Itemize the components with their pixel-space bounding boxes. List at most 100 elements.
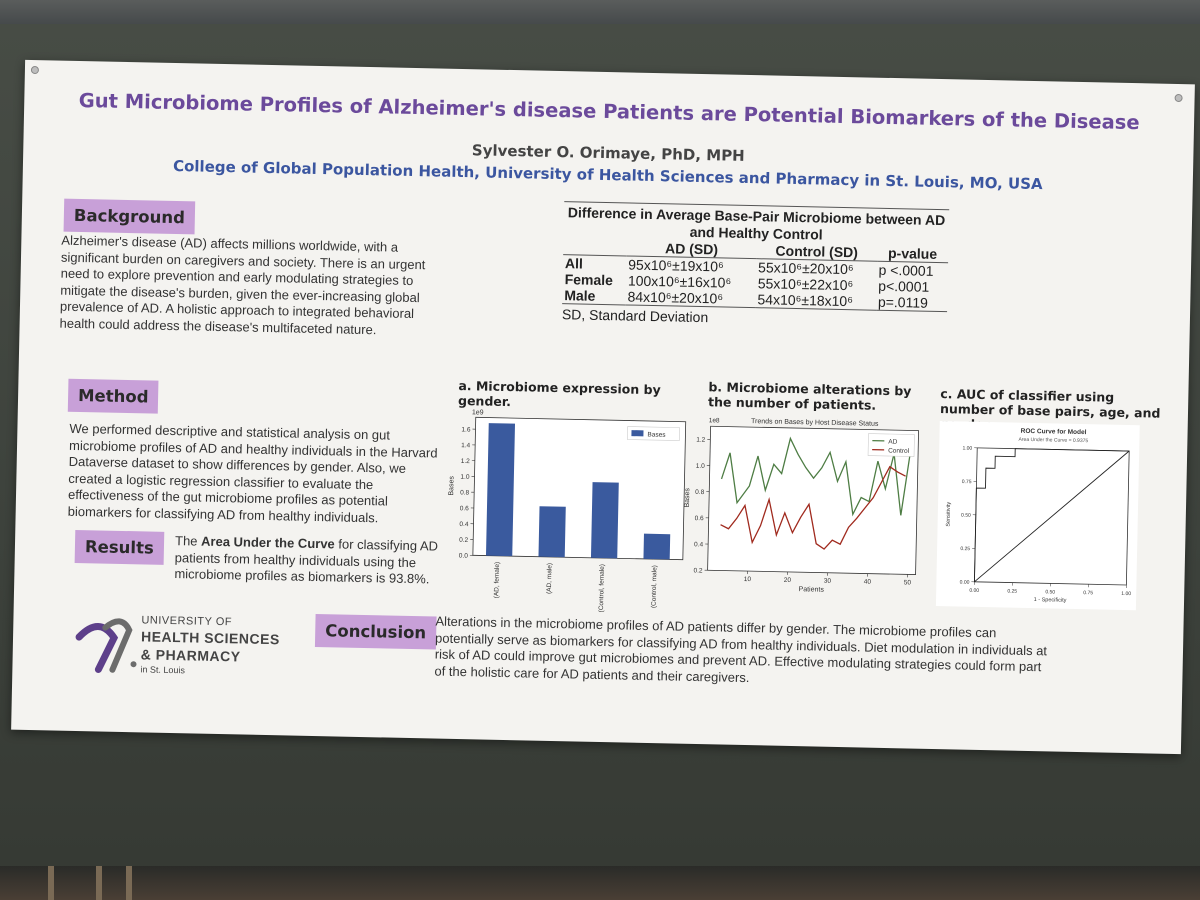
table-header-cell: Control (SD) (756, 242, 878, 262)
logo-text-line: HEALTH SCIENCES (140, 628, 280, 648)
caption-b: b. Microbiome alterations by the number … (707, 379, 912, 413)
x-tick-label: (AD, female) (493, 562, 501, 599)
y-tick-label: 1.0 (696, 463, 706, 470)
x-tick-label: (Control, female) (598, 564, 606, 613)
floor (0, 866, 1200, 900)
y-tick-label: 0.00 (960, 580, 970, 586)
x-axis-label: Patients (798, 586, 824, 594)
bar (485, 423, 516, 557)
table-header-cell (563, 238, 627, 256)
logo-text-line: in St. Louis (140, 664, 186, 676)
legend-box (867, 433, 915, 457)
bar (590, 482, 619, 559)
method-text: We performed descriptive and statistical… (67, 420, 438, 525)
method-header: Method (67, 378, 159, 414)
x-tick-label: 40 (864, 579, 872, 586)
legend-label: Control (888, 447, 910, 454)
p-value-cell: p=.0119 (875, 293, 948, 312)
scale-label: 1e8 (709, 417, 720, 424)
p-value-cell: p <.0001 (878, 261, 934, 279)
legend-label: Bases (647, 431, 666, 438)
series-line-chance (974, 450, 1130, 583)
y-tick-label: 0.2 (693, 567, 703, 574)
background-header: Background (63, 198, 196, 235)
chair-leg (126, 866, 132, 900)
y-tick-label: 0.75 (962, 479, 972, 485)
y-axis-label: Sensitivity (946, 502, 953, 527)
y-tick-label: 1.0 (460, 474, 470, 481)
stats-table-block: Difference in Average Base-Pair Microbio… (562, 201, 950, 330)
x-tick-label: 30 (824, 578, 832, 585)
ceiling (0, 0, 1200, 26)
y-tick-label: 0.25 (960, 546, 970, 552)
x-tick-label: 0.50 (1045, 589, 1055, 595)
plot-frame (472, 416, 687, 561)
scale-label: 1e9 (472, 409, 484, 416)
y-tick-label: 0.6 (460, 505, 470, 512)
results-text-bold: Area Under the Curve (200, 533, 335, 552)
y-tick-label: 1.2 (696, 437, 706, 444)
y-tick-label: 0.0 (459, 553, 469, 560)
bar-chart-gender: 1e9 0.0 0.2 0.4 0.6 0.8 1.0 1.2 1.4 1.6 Bases (AD, … (448, 409, 687, 613)
results-header: Results (74, 529, 165, 565)
x-tick-label: (Control, male) (651, 565, 659, 608)
legend-box (627, 426, 680, 441)
y-tick-label: 0.8 (460, 489, 470, 496)
row-label: Male (562, 287, 626, 305)
conclusion-header: Conclusion (314, 614, 437, 650)
y-axis-label: Bases (448, 476, 455, 496)
chart-title: Trends on Bases by Host Disease Status (751, 418, 879, 428)
series-line-control (720, 465, 906, 550)
series-line-ad (720, 436, 911, 517)
y-tick-label: 1.4 (461, 442, 471, 449)
y-tick-label: 0.2 (459, 537, 469, 544)
x-tick-label: 0.75 (1083, 590, 1093, 596)
row-label: All (564, 255, 584, 272)
university-logo-mark (75, 618, 137, 673)
x-tick-label: 0.25 (1007, 589, 1017, 595)
results-text: The Area Under the Curve for classifying… (174, 533, 455, 588)
y-tick-label: 1.6 (461, 426, 471, 433)
y-tick-label: 0.4 (694, 541, 704, 548)
push-pin-icon (30, 65, 40, 75)
poster-title: Gut Microbiome Profiles of Alzheimer's d… (78, 88, 1140, 135)
chair-leg (96, 866, 102, 900)
legend-swatch (631, 430, 644, 437)
background-text: Alzheimer's disease (AD) affects million… (59, 232, 426, 337)
y-tick-label: 0.6 (695, 515, 705, 522)
plot-frame (707, 425, 919, 575)
x-tick-label: (AD, male) (546, 563, 554, 594)
x-tick-label: 50 (904, 579, 912, 586)
chart-subtitle: Area Under the Curve = 0.9375 (1019, 437, 1089, 444)
x-tick-label: 20 (784, 577, 792, 584)
x-tick-label: 0.00 (969, 588, 979, 594)
y-tick-label: 0.4 (459, 521, 469, 528)
control-cell: 54x10⁶±18x10⁶ (755, 291, 877, 311)
push-pin-icon (1174, 93, 1183, 103)
bar (643, 533, 671, 560)
x-axis-label: 1 - Specificity (1034, 597, 1067, 604)
logo-text-line: UNIVERSITY OF (141, 614, 233, 629)
row-label: Female (564, 271, 614, 289)
results-text-before: The (174, 533, 202, 549)
p-value-cell: p<.0001 (878, 277, 930, 295)
y-tick-label: 1.00 (962, 446, 972, 452)
poster: Gut Microbiome Profiles of Alzheimer's d… (11, 59, 1195, 755)
logo-text-line: & PHARMACY (140, 646, 241, 665)
ad-cell: 84x10⁶±20x10⁶ (625, 288, 756, 308)
conclusion-text: Alterations in the microbiome profiles o… (434, 613, 1048, 685)
chart-title: ROC Curve for Model (1021, 428, 1087, 436)
series-line-roc (973, 448, 1130, 582)
x-tick-label: 10 (744, 576, 752, 583)
y-axis-label: Bases (684, 488, 691, 508)
stats-table: AD (SD) Control (SD) p-value All 95x10⁶±… (562, 238, 949, 312)
line-chart-patients: Trends on Bases by Host Disease Status 1e… (684, 417, 919, 594)
y-tick-label: 1.2 (461, 458, 471, 465)
bar (538, 506, 566, 558)
legend-label: AD (888, 438, 897, 445)
y-tick-label: 0.8 (695, 489, 705, 496)
table-header-cell: p-value (876, 244, 949, 263)
y-tick-label: 0.50 (961, 513, 971, 519)
x-tick-label: 1.00 (1121, 591, 1131, 597)
